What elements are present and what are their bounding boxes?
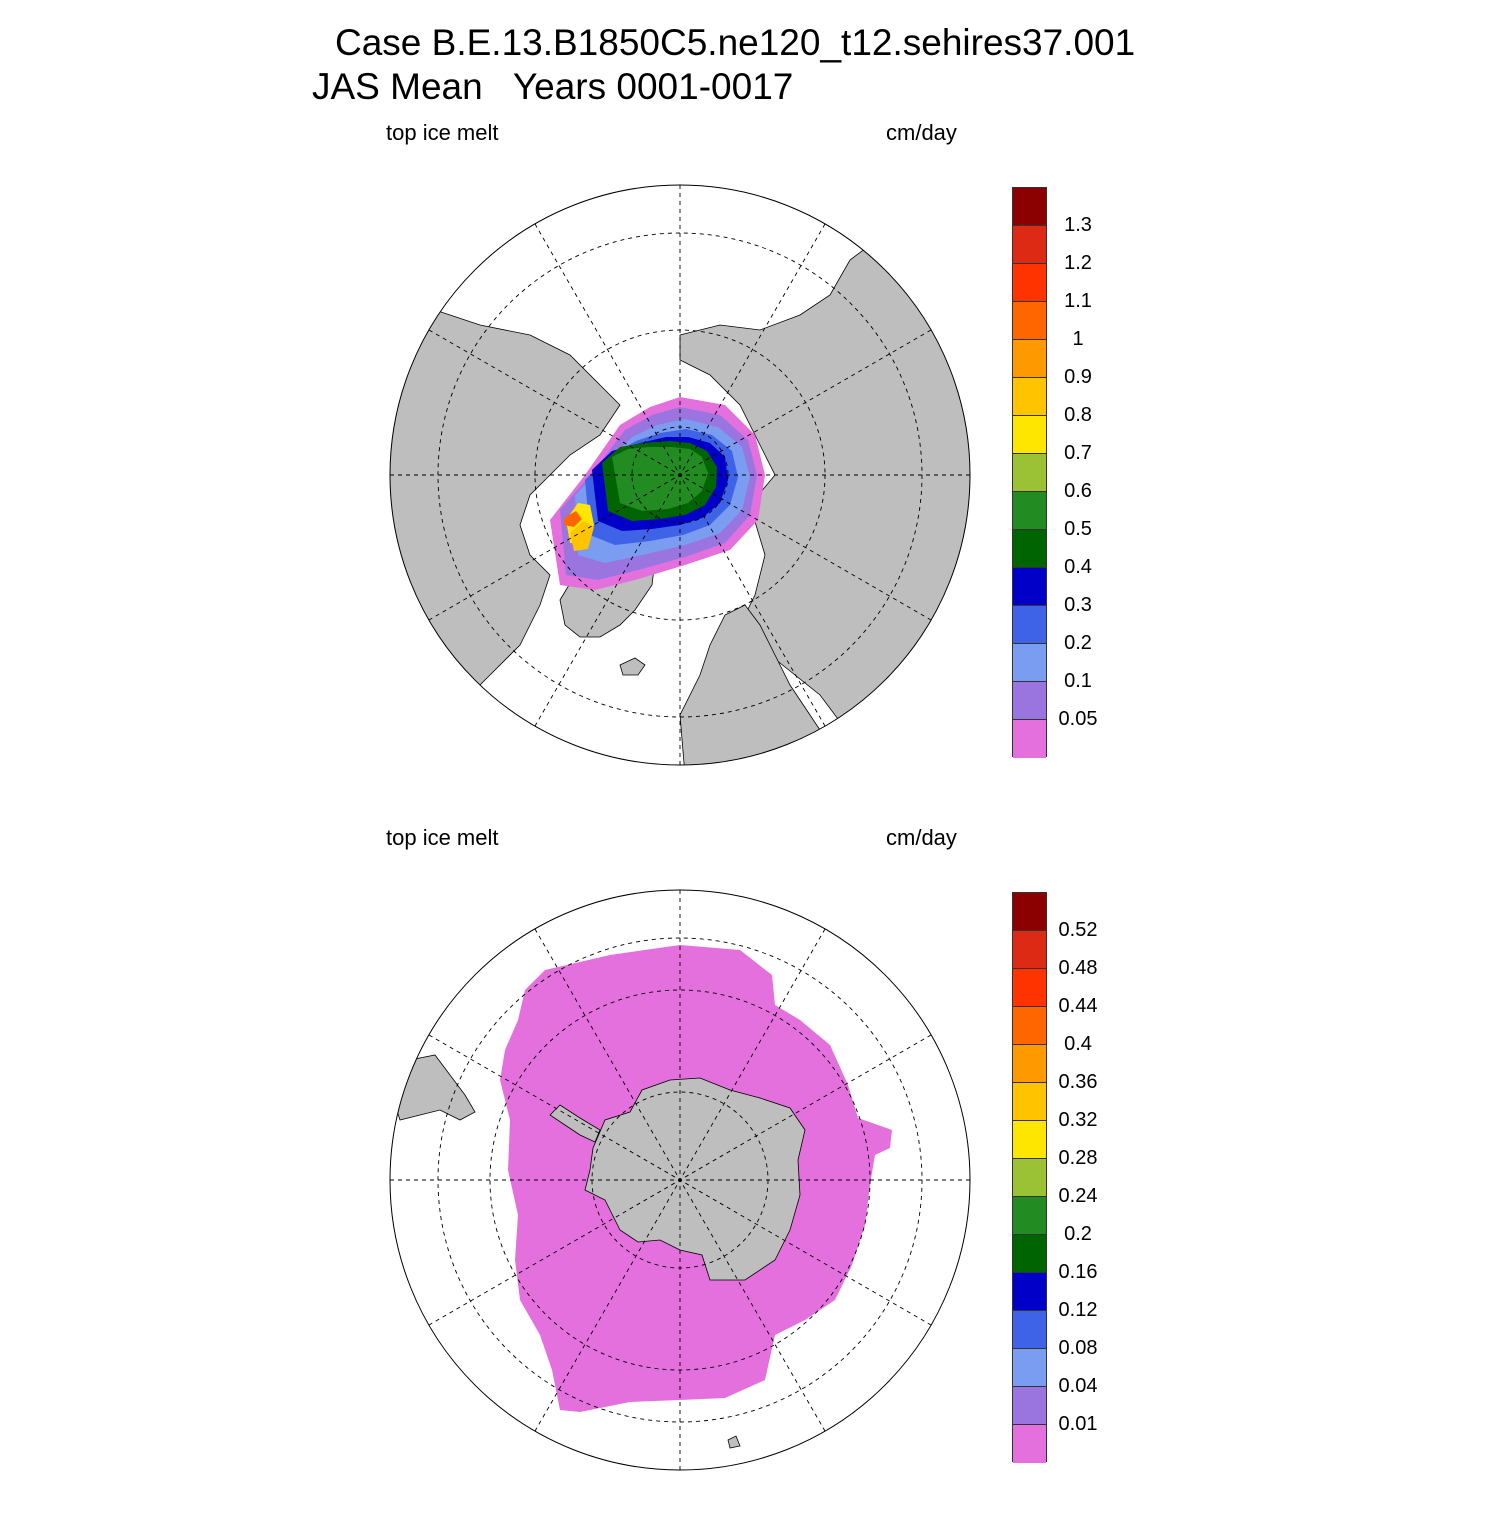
north-map-border [389,184,971,766]
south-variable-label: top ice melt [386,825,499,850]
north-panel: top ice melt cm/day [0,115,1500,820]
south-tick-label: 0.24 [1058,1185,1098,1207]
south-polar-map [389,889,971,1471]
north-tick-label: 0.8 [1064,404,1092,426]
north-swatch-11 [1013,302,1046,340]
north-polar-map [389,184,971,766]
north-swatch-1 [1013,682,1046,720]
south-swatch-2 [1013,1349,1046,1387]
south-tick-label: 0.01 [1058,1413,1098,1435]
north-tick-label: 0.5 [1064,518,1092,540]
south-tick-label: 0.12 [1058,1299,1098,1321]
north-sea-ice [550,397,765,590]
south-swatch-1 [1013,1387,1046,1425]
south-colorbar [1012,892,1047,1463]
south-swatch-4 [1013,1273,1046,1311]
land-island-south [727,1435,741,1449]
land-antarctic-peninsula [549,1104,601,1143]
north-swatch-3 [1013,606,1046,644]
ice-band-1 [564,511,582,527]
north-swatch-8 [1013,416,1046,454]
south-panel: top ice melt cm/day [0,820,1500,1525]
north-colorbar [1012,187,1047,758]
north-swatch-14 [1013,188,1046,226]
south-swatch-8 [1013,1121,1046,1159]
south-tick-label: 0.4 [1064,1033,1092,1055]
south-swatch-0 [1013,1425,1046,1463]
north-tick-label: 0.3 [1064,594,1092,616]
south-graticule [390,890,970,1470]
north-swatch-7 [1013,454,1046,492]
south-swatch-7 [1013,1159,1046,1197]
south-swatch-10 [1013,1045,1046,1083]
plot-title-line2: JAS Mean Years 0001-0017 [312,66,794,107]
land-antarctica [584,1077,806,1281]
north-swatch-9 [1013,378,1046,416]
north-swatch-4 [1013,568,1046,606]
south-tick-label: 0.16 [1058,1261,1098,1283]
north-tick-label: 1.2 [1064,252,1092,274]
south-swatch-9 [1013,1083,1046,1121]
north-tick-label: 0.6 [1064,480,1092,502]
north-swatch-5 [1013,530,1046,568]
south-tick-label: 0.28 [1058,1147,1098,1169]
south-swatch-12 [1013,969,1046,1007]
north-swatch-6 [1013,492,1046,530]
south-units-label: cm/day [886,825,957,850]
south-tick-label: 0.44 [1058,995,1098,1017]
north-tick-label: 0.05 [1058,708,1098,730]
north-tick-label: 1.3 [1064,214,1092,236]
north-units-label: cm/day [886,120,957,145]
north-tick-label: 0.4 [1064,556,1092,578]
north-tick-label: 1 [1072,328,1084,350]
south-tick-label: 0.32 [1058,1109,1098,1131]
south-swatch-13 [1013,931,1046,969]
south-tick-label: 0.52 [1058,919,1098,941]
south-swatch-11 [1013,1007,1046,1045]
land-iceland [619,657,646,676]
ice-band-0.8 [570,521,594,551]
north-tick-label: 0.2 [1064,632,1092,654]
north-swatch-0 [1013,720,1046,758]
north-graticule [390,185,970,765]
north-variable-label: top ice melt [386,120,499,145]
south-swatch-14 [1013,893,1046,931]
north-tick-label: 0.1 [1064,670,1092,692]
south-tick-label: 0.08 [1058,1337,1098,1359]
south-tick-label: 0.2 [1064,1223,1092,1245]
north-swatch-10 [1013,340,1046,378]
south-map-border [389,889,971,1471]
north-tick-label: 1.1 [1064,290,1092,312]
north-tick-label: 0.9 [1064,366,1092,388]
south-tick-label: 0.36 [1058,1071,1098,1093]
south-tick-label: 0.48 [1058,957,1098,979]
south-tick-label: 0.04 [1058,1375,1098,1397]
south-swatch-3 [1013,1311,1046,1349]
south-swatch-5 [1013,1235,1046,1273]
south-swatch-6 [1013,1197,1046,1235]
south-ice-band-0.01 [500,945,892,1412]
north-swatch-2 [1013,644,1046,682]
plot-title-line1: Case B.E.13.B1850C5.ne120_t12.sehires37.… [335,22,1136,63]
north-swatch-12 [1013,264,1046,302]
north-tick-label: 0.7 [1064,442,1092,464]
north-swatch-13 [1013,226,1046,264]
